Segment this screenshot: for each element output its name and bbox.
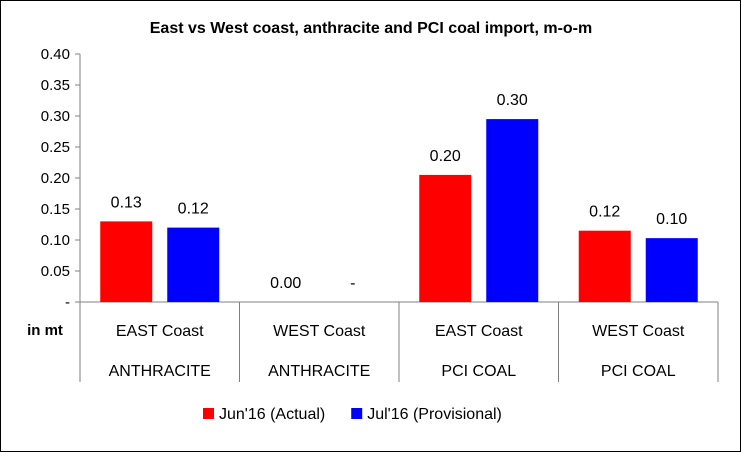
legend-label: Jun'16 (Actual) [219,406,325,423]
data-label: 0.00 [270,275,301,292]
legend: Jun'16 (Actual) Jul'16 (Provisional) [203,406,502,423]
y-axis-unit-label: in mt [27,322,63,339]
category-sub-label: EAST Coast [116,323,204,340]
bar-jul-16-provisional- [645,238,698,302]
data-label: 0.20 [430,148,461,165]
data-label: 0.12 [589,204,620,221]
category-group-label: PCI COAL [601,363,676,380]
bar-jul-16-provisional- [167,227,220,302]
data-label: 0.13 [111,194,142,211]
bar-jul-16-provisional- [486,119,539,302]
y-tick-label: 0.05 [41,263,70,280]
y-tick-label: - [65,294,70,311]
bar-jun-16-actual- [419,174,472,302]
bars-layer [100,119,698,302]
y-tick-label: 0.25 [41,139,70,156]
category-group-label: PCI COAL [441,363,516,380]
legend-label: Jul'16 (Provisional) [367,406,502,423]
y-tick-label: 0.20 [41,170,70,187]
chart-title: East vs West coast, anthracite and PCI c… [150,20,592,37]
legend-swatch [203,408,214,419]
y-tick-label: 0.40 [41,46,70,63]
data-label: 0.10 [656,211,687,228]
category-group-label: ANTHRACITE [268,363,370,380]
data-label: - [350,275,355,292]
data-label: 0.30 [497,92,528,109]
category-sub-label: EAST Coast [435,323,523,340]
data-label: 0.12 [178,201,209,218]
category-group-label: ANTHRACITE [109,363,211,380]
y-tick-label: 0.30 [41,108,70,125]
y-tick-label: 0.35 [41,77,70,94]
category-sub-label: WEST Coast [592,323,685,340]
bar-jun-16-actual- [100,221,153,302]
legend-swatch [351,408,363,419]
category-sub-label: WEST Coast [273,323,366,340]
y-tick-label: 0.15 [41,201,70,218]
bar-jun-16-actual- [578,230,631,302]
labels-layer: EAST Coast ANTHRACITE WEST Coast ANTHRACITE… [109,92,688,380]
y-tick-label: 0.10 [41,232,70,249]
